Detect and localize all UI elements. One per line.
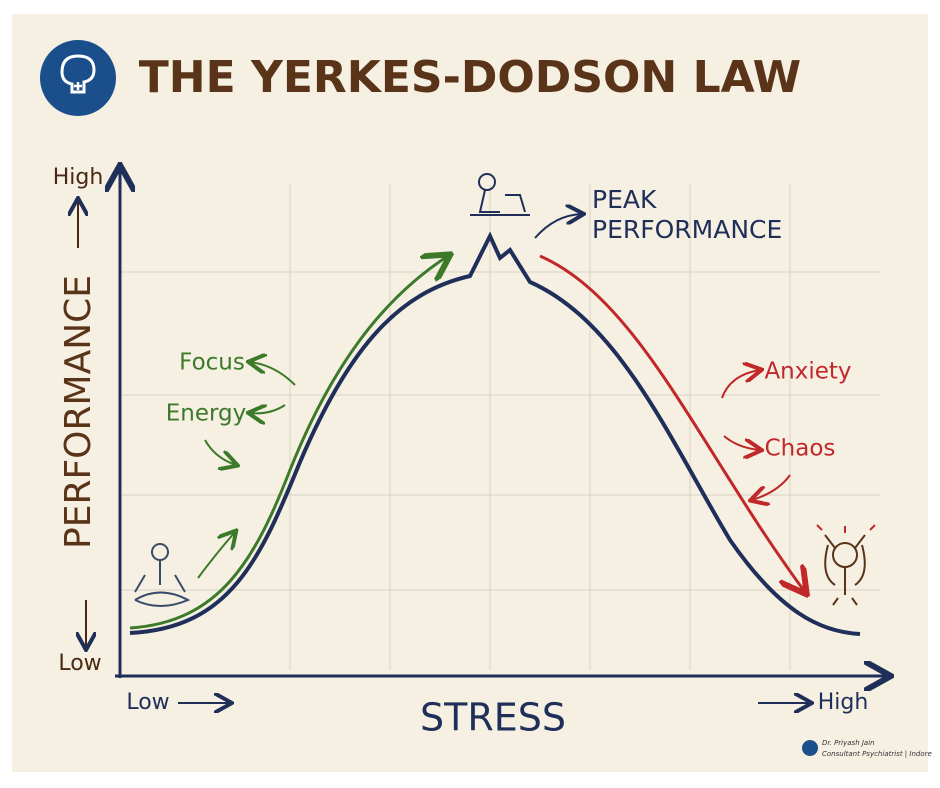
credit-name: Dr. Priyash Jain xyxy=(822,739,875,747)
y-low-label: Low xyxy=(58,651,101,676)
credit-logo xyxy=(802,740,818,756)
peak-arrow xyxy=(534,214,582,239)
background xyxy=(12,14,928,772)
chaos-label: Chaos xyxy=(765,436,836,462)
curve xyxy=(129,231,861,636)
energy-label: Energy xyxy=(166,401,247,427)
x-high-label: High xyxy=(818,690,869,715)
title: THE YERKES-DODSON LAW xyxy=(139,52,801,103)
x-axis-title: STRESS xyxy=(420,696,566,740)
rising-arrow xyxy=(129,256,448,630)
stressed-icon xyxy=(816,524,876,606)
falling-arrow xyxy=(539,254,805,592)
credit-role: Consultant Psychiatrist | Indore xyxy=(822,750,932,758)
peak-label: PEAK xyxy=(592,185,657,214)
anxiety-label: Anxiety xyxy=(764,359,851,385)
red-arrows xyxy=(721,370,791,500)
worker-icon xyxy=(470,173,530,216)
x-low-label: Low xyxy=(126,690,169,715)
meditation-icon xyxy=(134,543,191,607)
y-high-label: High xyxy=(53,165,104,190)
y-axis-title: PERFORMANCE xyxy=(58,275,99,549)
peak-label: PERFORMANCE xyxy=(592,215,782,244)
green-arrows xyxy=(197,362,296,579)
logo xyxy=(40,40,116,116)
focus-label: Focus xyxy=(179,350,245,376)
